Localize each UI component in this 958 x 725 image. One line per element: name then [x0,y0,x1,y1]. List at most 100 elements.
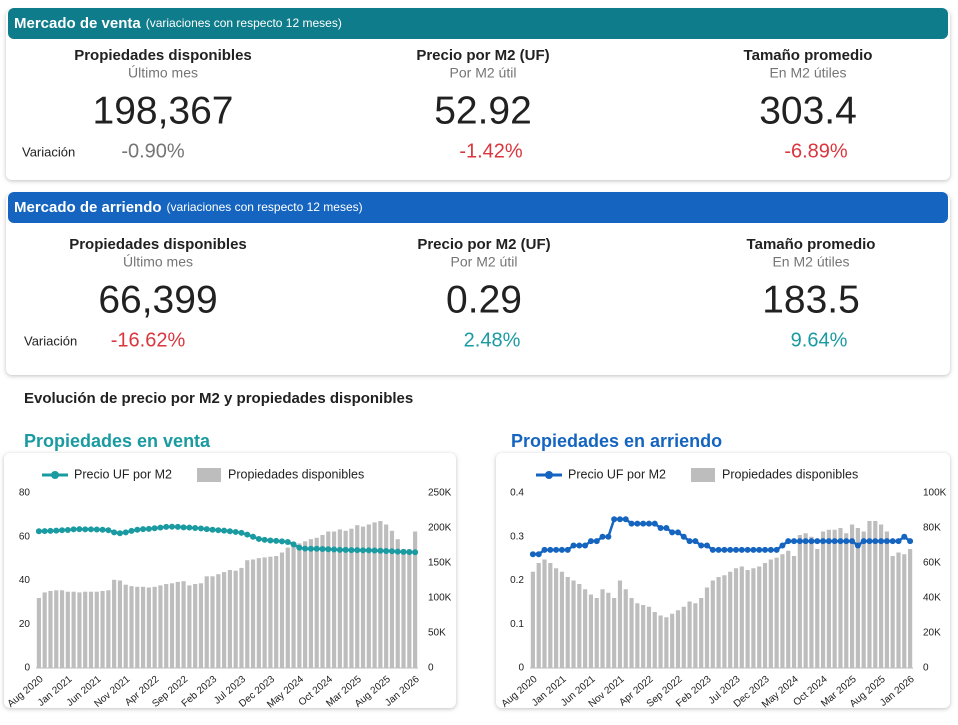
line-marker [116,530,123,537]
line-marker [87,526,94,533]
bar [123,584,128,668]
bar [617,580,623,668]
y-tick-label: 40 [19,575,31,586]
line-marker [70,526,77,533]
section-subtitle: (variaciones con respecto 12 meses) [146,16,342,30]
line-marker [825,538,832,545]
line-marker [756,546,763,553]
line-marker [53,527,60,534]
bar [757,566,762,668]
line-marker [383,547,390,554]
line-marker [307,545,314,552]
kpi-value: 183.5 [762,278,860,321]
bar [652,612,657,668]
line-marker [412,549,419,556]
bar [844,533,849,668]
bar [739,566,744,668]
bar [129,586,134,668]
bar [77,592,82,668]
line-marker [860,538,867,545]
bar [786,550,791,668]
bar [646,606,652,668]
line-marker [290,541,297,548]
bar [542,559,547,668]
bar [268,556,273,668]
bar [158,585,163,668]
line-marker [360,547,367,554]
line-marker [889,538,896,545]
line-marker [35,528,42,535]
bar [256,558,261,668]
variation-label: Variación [22,144,75,159]
line-marker [186,524,193,531]
line-marker [82,526,89,533]
bar [774,557,779,668]
bar [577,584,582,668]
legend-label: Precio UF por M2 [568,467,666,481]
kpi-title: Precio por M2 (UF) [417,236,550,253]
line-marker [883,538,890,545]
bar [216,574,221,668]
bar [274,556,279,668]
bar [146,587,151,668]
line-marker [226,528,233,535]
line-marker [849,538,856,545]
section-title: Mercado de venta (variaciones con respect… [14,15,342,32]
bar [803,533,808,668]
venta-card [6,10,950,180]
line-marker [105,527,112,534]
line-marker [831,538,838,545]
bar [878,524,884,668]
arriendo-card [6,194,950,375]
y-tick-label: 0.4 [510,488,524,499]
line-marker [872,538,879,545]
y2-tick-label: 60K [923,558,941,569]
line-marker [570,542,577,549]
y2-tick-label: 80K [923,523,941,534]
y2-tick-label: 0 [428,663,434,674]
bar [780,554,785,668]
y-tick-label: 0 [518,663,524,674]
y-tick-label: 0.1 [510,619,524,630]
line-marker [244,531,251,538]
bar [384,524,389,668]
bar [722,575,727,668]
kpi-title: Propiedades disponibles [74,47,252,64]
line-marker [111,529,118,536]
line-marker [878,538,885,545]
bar [716,577,721,668]
line-marker [669,529,676,536]
bar [366,524,371,668]
line-marker [709,546,716,553]
bar [681,606,686,668]
bar [675,610,681,668]
bar [331,531,337,668]
kpi-title: Tamaño promedio [744,47,873,64]
line-marker [611,516,618,523]
line-marker [325,546,332,553]
line-marker [122,529,129,536]
line-marker [837,538,844,545]
line-marker [814,538,821,545]
bar [42,592,47,668]
kpi-subtitle: En M2 útiles [772,254,849,270]
line-marker [558,546,565,553]
line-marker [645,520,652,527]
bar [297,543,302,668]
bar [36,598,41,668]
line-marker [278,538,285,545]
line-marker [273,537,280,544]
bar [106,590,111,668]
y2-tick-label: 40K [923,593,941,604]
line-marker [715,546,722,553]
bar [606,592,611,668]
bar [554,568,559,668]
bar [902,554,907,668]
line-marker [140,526,147,533]
line-marker [180,524,187,531]
line-marker [174,523,181,530]
line-marker [541,546,548,553]
legend-marker [51,471,59,479]
bar [204,576,209,668]
bar [565,577,570,668]
